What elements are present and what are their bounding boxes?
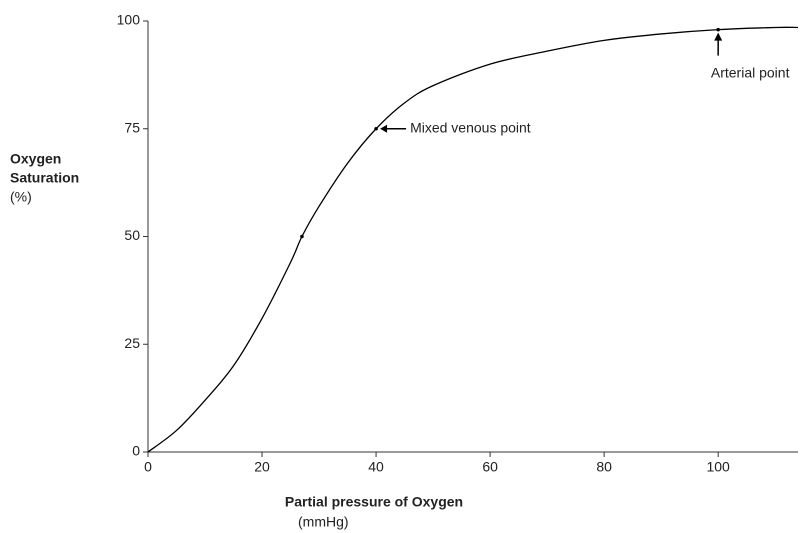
- x-tick-label: 40: [368, 459, 384, 475]
- y-axis-unit: (%): [10, 189, 32, 205]
- y-tick-label: 50: [124, 227, 140, 243]
- arrow-head: [714, 32, 723, 41]
- point-marker: [716, 27, 720, 32]
- y-axis-label: Oxygen: [10, 151, 61, 167]
- x-axis-unit: (mmHg): [298, 514, 349, 530]
- y-tick-label: 75: [124, 119, 140, 135]
- arrow-head: [380, 124, 388, 133]
- annotation-text: Arterial point: [711, 64, 790, 80]
- y-axis-label: Saturation: [10, 170, 79, 186]
- x-tick-label: 0: [144, 459, 152, 475]
- point-marker: [300, 234, 304, 239]
- y-tick-label: 0: [132, 443, 140, 459]
- point-marker: [374, 126, 378, 131]
- x-tick-label: 60: [482, 459, 498, 475]
- y-tick-label: 100: [117, 12, 141, 28]
- x-tick-label: 80: [596, 459, 612, 475]
- y-tick-label: 25: [124, 335, 140, 351]
- curve: [147, 26, 799, 453]
- x-tick-label: 100: [706, 459, 730, 475]
- x-tick-label: 20: [254, 459, 270, 475]
- annotation-text: Mixed venous point: [410, 119, 531, 135]
- x-axis-label: Partial pressure of Oxygen: [285, 494, 463, 510]
